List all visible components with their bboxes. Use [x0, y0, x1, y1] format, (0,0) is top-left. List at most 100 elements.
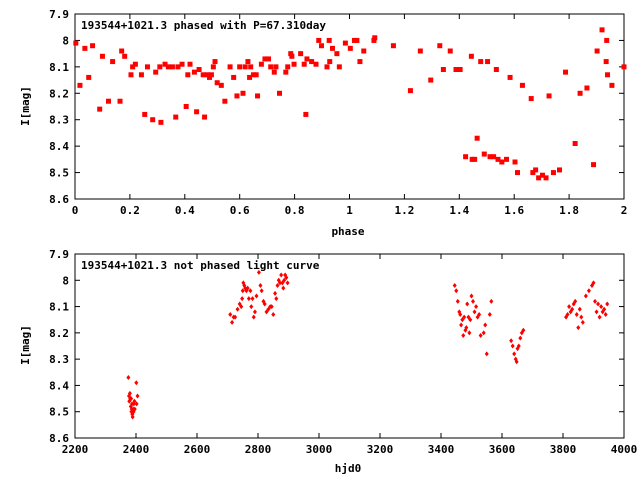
unphased-data-point — [233, 314, 238, 320]
unphased-x-tick-label: 3200 — [367, 443, 394, 456]
unphased-data-point — [512, 351, 517, 357]
phased-data-point — [183, 104, 189, 109]
phased-data-point — [594, 48, 600, 54]
phased-x-axis-label: phase — [331, 225, 364, 238]
unphased-data-point — [250, 296, 255, 302]
phased-data-point — [536, 175, 542, 181]
phased-data-point — [591, 162, 597, 168]
phased-x-tick-label: 0.6 — [230, 204, 250, 217]
phased-data-point — [250, 72, 256, 78]
phased-y-tick-label: 7.9 — [49, 8, 69, 21]
phased-data-point — [407, 88, 413, 94]
unphased-y-tick-label: 8.2 — [49, 327, 69, 340]
unphased-x-tick-label: 3000 — [306, 443, 333, 456]
unphased-data-point — [251, 314, 256, 320]
phased-data-point — [621, 64, 627, 70]
unphased-data-point — [603, 311, 608, 317]
phased-data-point — [169, 64, 175, 70]
phased-data-point — [584, 85, 590, 91]
phased-data-point — [212, 59, 218, 65]
phased-data-point — [528, 96, 534, 102]
phased-data-point — [504, 156, 510, 162]
phased-data-point — [530, 170, 536, 176]
phased-x-tick-label: 0 — [72, 204, 79, 217]
unphased-data-point — [471, 298, 476, 304]
phased-data-point — [262, 56, 268, 62]
unphased-data-point — [235, 306, 240, 312]
phased-data-point — [200, 72, 206, 78]
unphased-x-tick-label: 3800 — [550, 443, 577, 456]
phased-data-point — [258, 61, 264, 67]
unphased-x-tick-label: 3600 — [489, 443, 516, 456]
phased-data-point — [237, 64, 243, 70]
unphased-data-point — [464, 325, 469, 331]
unphased-data-point — [230, 319, 235, 325]
unphased-y-tick-label: 8.1 — [49, 301, 69, 314]
unphased-data-point — [461, 332, 466, 338]
unphased-data-point — [602, 306, 607, 312]
unphased-data-point — [596, 301, 601, 307]
phased-data-point — [572, 141, 578, 146]
unphased-data-point — [481, 330, 486, 336]
unphased-plot-frame — [74, 253, 625, 439]
phased-data-point — [507, 74, 513, 80]
phased-data-point — [119, 48, 125, 54]
phased-data-point — [153, 69, 159, 75]
phased-data-point — [563, 69, 569, 75]
phased-data-point — [242, 64, 248, 70]
phased-data-point — [204, 72, 210, 78]
unphased-data-point — [284, 275, 289, 281]
phased-data-point — [291, 61, 297, 67]
unphased-data-point — [452, 283, 457, 289]
phased-data-point — [474, 135, 480, 141]
phased-chart-title: 193544+1021.3 phased with P=67.310day — [81, 19, 326, 32]
phased-data-point — [210, 64, 216, 70]
phased-data-point — [491, 154, 497, 160]
phased-data-point — [605, 72, 611, 78]
phased-data-point — [222, 98, 228, 104]
unphased-data-point — [252, 309, 257, 315]
phased-data-point — [463, 154, 469, 160]
unphased-data-point — [277, 280, 282, 286]
phased-data-point — [493, 67, 499, 72]
unphased-y-tick-label: 8.6 — [49, 432, 69, 445]
phased-data-point — [142, 111, 148, 117]
unphased-data-point — [567, 304, 572, 310]
unphased-data-point — [467, 330, 472, 336]
unphased-data-point — [573, 298, 578, 304]
phased-data-point — [128, 72, 134, 78]
phased-data-point — [245, 59, 251, 65]
phased-data-point — [468, 53, 474, 59]
unphased-x-tick-label: 2200 — [62, 443, 89, 456]
unphased-data-point — [248, 288, 253, 294]
unphased-data-point — [129, 396, 134, 402]
phased-data-point — [234, 93, 240, 99]
unphased-data-point — [509, 338, 514, 344]
phased-data-point — [327, 59, 333, 65]
unphased-data-point — [455, 298, 460, 304]
phased-data-point — [319, 43, 325, 49]
unphased-data-point — [483, 322, 488, 328]
unphased-data-point — [273, 290, 278, 296]
phased-data-point — [268, 64, 274, 70]
unphased-data-point — [127, 390, 132, 396]
phased-plot-frame — [74, 13, 625, 200]
unphased-data-point — [256, 269, 261, 275]
phased-x-tick-label: 1 — [346, 204, 353, 217]
phased-data-point — [273, 64, 279, 70]
phased-data-point — [428, 77, 434, 83]
phased-light-curve-panel: 193544+1021.3 phased with P=67.310day ph… — [19, 8, 627, 238]
phased-data-point — [550, 170, 556, 176]
unphased-data-point — [462, 314, 467, 320]
phased-data-point — [326, 37, 332, 43]
unphased-data-point — [271, 311, 276, 317]
phased-x-tick-label: 0.8 — [285, 204, 305, 217]
phased-data-point — [117, 98, 123, 104]
phased-data-point — [495, 156, 501, 162]
phased-data-point — [499, 159, 505, 165]
unphased-data-point — [134, 380, 139, 386]
phased-y-tick-label: 8.2 — [49, 87, 69, 100]
phased-data-point — [97, 106, 103, 112]
unphased-data-point — [565, 311, 570, 317]
phased-data-point — [248, 64, 254, 70]
